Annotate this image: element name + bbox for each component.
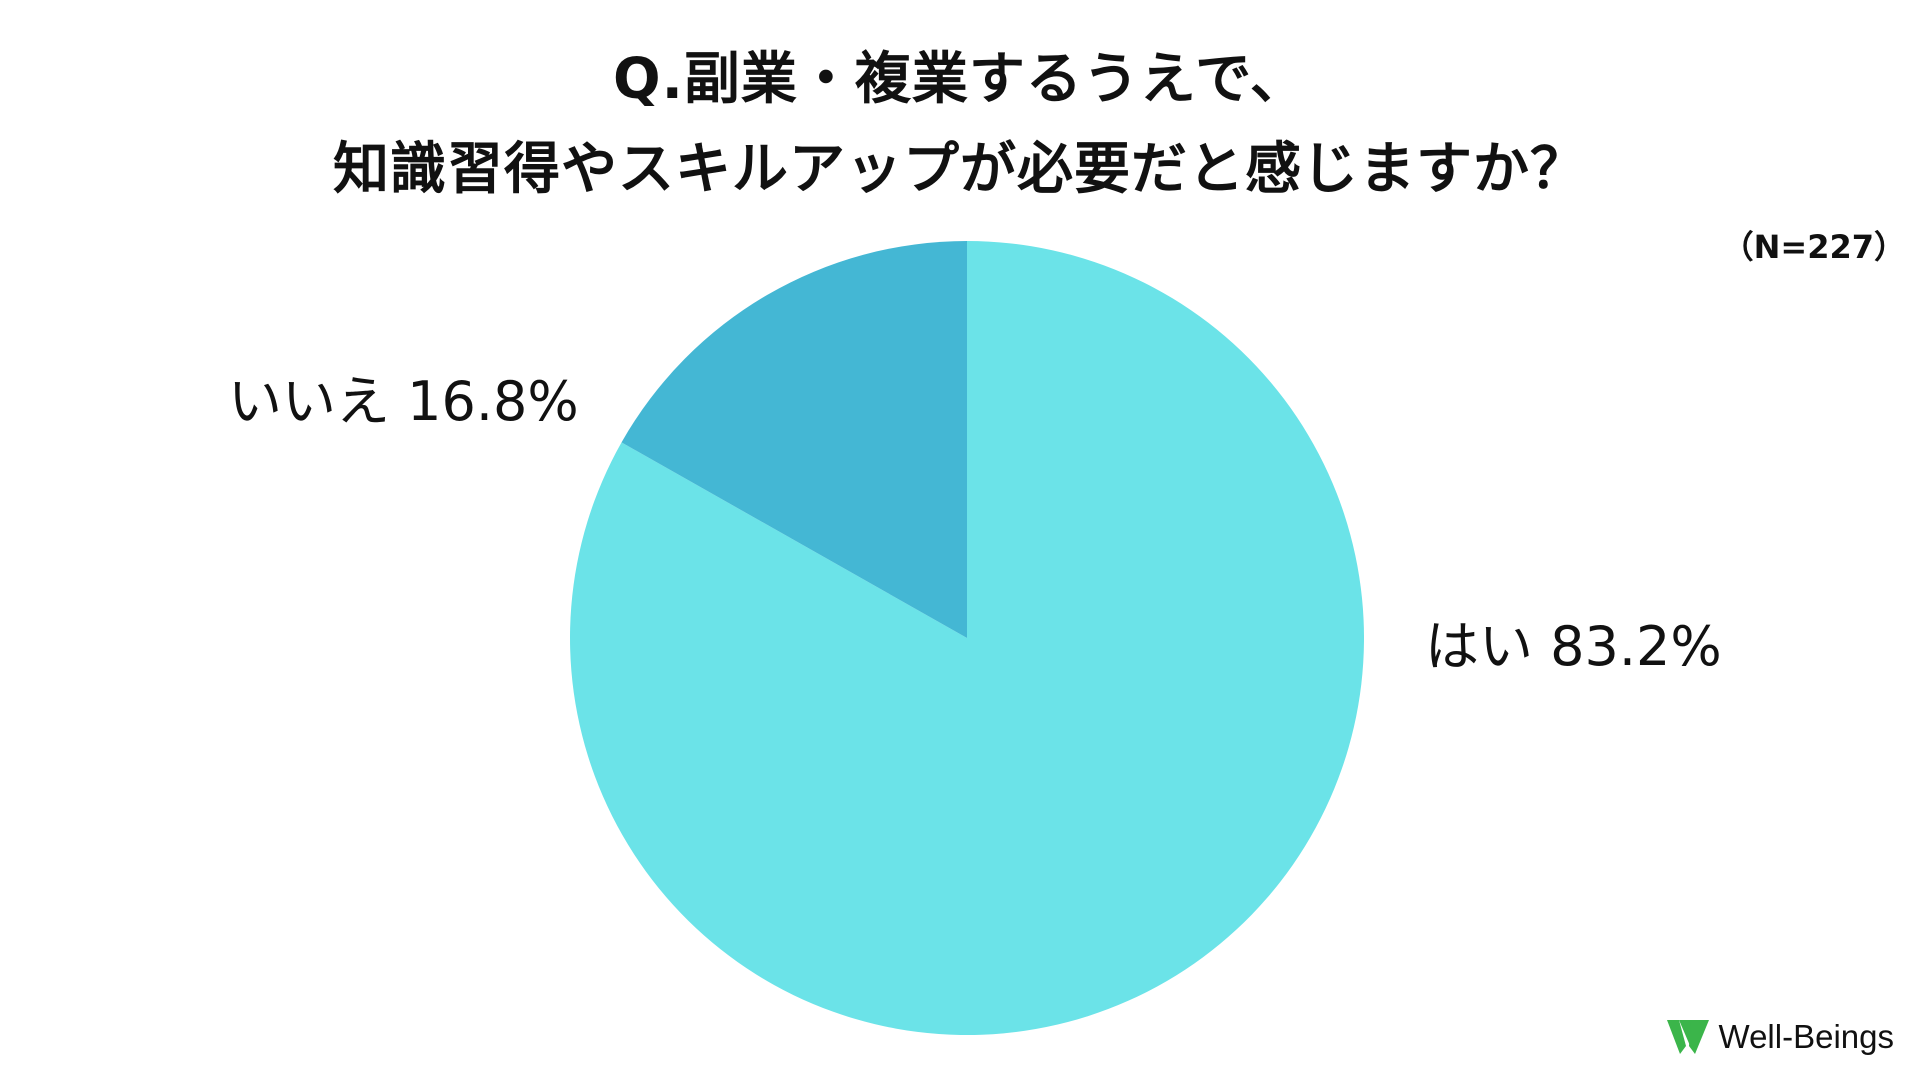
slice-label-no-value: 16.8% bbox=[407, 370, 579, 433]
well-beings-logo-icon bbox=[1666, 1020, 1709, 1054]
brand-logo: Well-Beings bbox=[1665, 1016, 1894, 1058]
slice-label-no-name: いいえ bbox=[228, 370, 390, 433]
pie-slice-no bbox=[621, 240, 967, 638]
slice-label-no: いいえ 16.8% bbox=[228, 375, 579, 429]
brand-name: Well-Beings bbox=[1718, 1018, 1894, 1055]
chart-title-line-1: Q.副業・複業するうえで、 bbox=[613, 47, 1307, 112]
slice-label-yes: はい 83.2% bbox=[1425, 620, 1722, 674]
pie-slice-yes bbox=[570, 241, 1365, 1035]
sample-size-note: （N=227） bbox=[1721, 228, 1906, 266]
chart-title-line-2: 知識習得やスキルアップが必要だと感じますか？ bbox=[333, 137, 1587, 202]
slice-label-yes-name: はい bbox=[1425, 615, 1533, 678]
pie-slices bbox=[570, 240, 1365, 1035]
slice-label-yes-value: 83.2% bbox=[1550, 615, 1722, 678]
